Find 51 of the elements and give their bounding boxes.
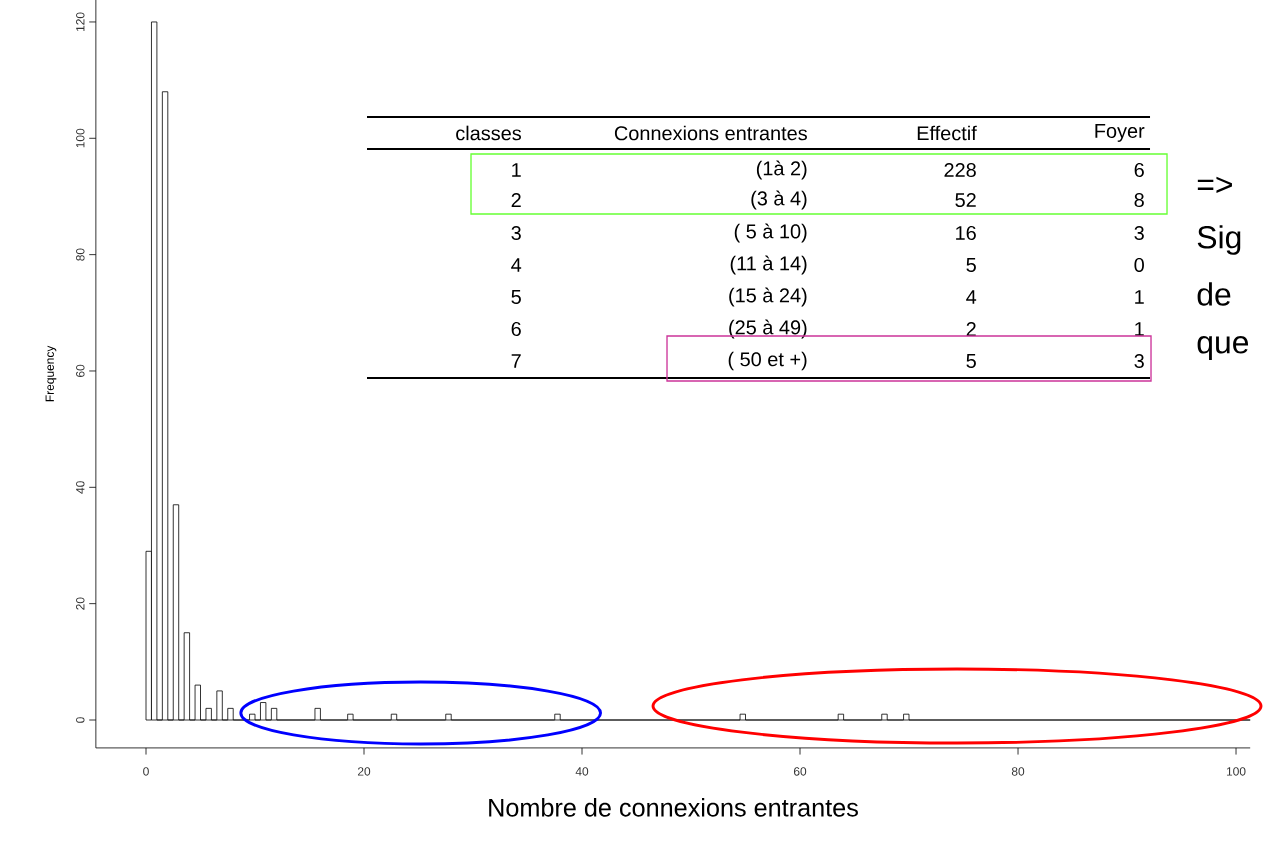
annotation: classes <box>456 125 521 141</box>
annotation: 3 <box>1134 225 1144 241</box>
annotation: 4 <box>966 290 977 304</box>
annotation: Connexions entrantes <box>614 125 807 141</box>
annotation: 1 <box>512 163 521 177</box>
x-tick-label: 60 <box>793 767 807 776</box>
annotation: que <box>1197 336 1249 360</box>
annotation: (15 à 24) <box>729 287 807 307</box>
x-tick-label: 20 <box>357 767 371 776</box>
annotation: 16 <box>956 225 976 241</box>
y-tick-label: 0 <box>76 717 85 723</box>
annotation: 3 <box>511 225 521 241</box>
annotation: 4 <box>511 258 522 272</box>
annotation: 52 <box>955 192 976 208</box>
annotation: Sig <box>1197 225 1241 255</box>
annotation: ( 5 à 10) <box>734 223 807 243</box>
annotation: 1 <box>1135 290 1144 304</box>
annotation: 6 <box>511 321 521 337</box>
y-tick-label: 60 <box>76 364 85 378</box>
annotation: (1à 2) <box>756 160 807 180</box>
annotation: 2 <box>966 322 976 336</box>
y-axis-title: Frequency <box>45 345 57 402</box>
annotation: ( 50 et +) <box>728 351 807 371</box>
annotation: 5 <box>966 258 976 272</box>
annotation: de <box>1197 282 1231 306</box>
annotation: 3 <box>1134 353 1144 369</box>
annotation: (11 à 14) <box>730 255 807 275</box>
annotation: 7 <box>511 354 521 368</box>
annotation: 228 <box>944 162 976 178</box>
annotation: 5 <box>966 354 976 368</box>
y-tick-label: 20 <box>76 597 85 610</box>
y-tick-label: 100 <box>76 128 85 148</box>
annotation: (3 à 4) <box>751 190 807 210</box>
annotation: Foyer <box>1095 124 1145 142</box>
annotation: 2 <box>511 193 521 207</box>
annotation: 5 <box>511 290 521 304</box>
annotation: 1 <box>1135 322 1144 336</box>
annotation: Effectif <box>917 125 977 141</box>
y-tick-label: 120 <box>76 12 85 32</box>
x-tick-label: 40 <box>575 767 589 776</box>
y-tick-label: 80 <box>76 248 85 261</box>
x-axis-title: Nombre de connexions entrantes <box>489 798 858 817</box>
annotation: => <box>1197 176 1232 193</box>
x-tick-label: 0 <box>143 767 149 776</box>
x-tick-label: 80 <box>1011 767 1025 776</box>
annotation: 8 <box>1134 192 1144 208</box>
annotation: 6 <box>1134 162 1144 178</box>
x-tick-label: 100 <box>1226 767 1246 776</box>
annotation: 0 <box>1134 257 1144 273</box>
y-tick-label: 40 <box>76 481 85 494</box>
annotation: (25 à 49) <box>729 319 807 339</box>
